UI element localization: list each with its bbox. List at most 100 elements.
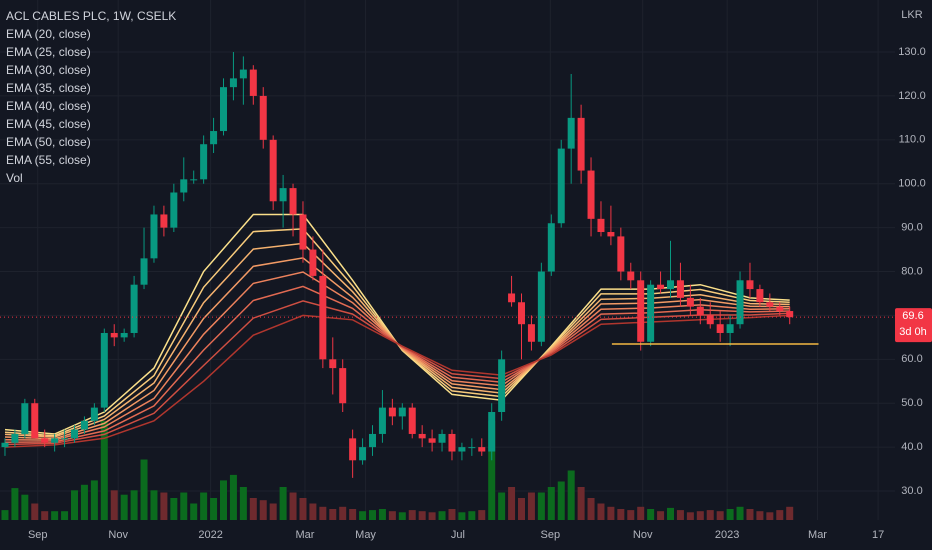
candle-body	[229, 78, 237, 88]
legend-entry: Vol	[6, 171, 23, 185]
candle-body	[637, 280, 645, 342]
y-tick-label: 90.0	[901, 222, 922, 234]
candle-body	[766, 302, 774, 307]
volume-bar	[349, 509, 357, 520]
volume-bar	[428, 512, 436, 520]
ema-line	[4, 314, 790, 448]
candle-body	[736, 280, 744, 325]
candle-body	[597, 218, 605, 233]
candle-body	[130, 284, 138, 333]
y-tick-label: 80.0	[901, 265, 922, 277]
volume-bar	[21, 494, 29, 520]
volume-bar	[448, 509, 456, 520]
volume-bar	[398, 512, 406, 520]
volume-bar	[577, 487, 585, 520]
candle-body	[249, 69, 257, 96]
candle-body	[160, 214, 168, 228]
y-tick-label: 60.0	[901, 353, 922, 365]
y-tick-label: 120.0	[898, 90, 926, 102]
candle-body	[110, 332, 118, 338]
candle-body	[438, 433, 446, 443]
legend-entry: EMA (35, close)	[6, 81, 91, 95]
legend-entry: EMA (20, close)	[6, 27, 91, 41]
x-tick-label: 17	[872, 529, 884, 541]
volume-bar	[90, 480, 98, 520]
volume-bar	[249, 498, 257, 520]
volume-bar	[617, 509, 625, 520]
volume-bar	[259, 500, 267, 520]
volume-bar	[299, 498, 307, 520]
volume-bar	[557, 481, 565, 520]
legend-entry: EMA (45, close)	[6, 117, 91, 131]
volume-bar	[627, 510, 635, 520]
volume-bar	[547, 487, 555, 520]
volume-bar	[637, 506, 645, 520]
candle-body	[21, 403, 29, 434]
volume-bar	[647, 509, 655, 520]
candle-body	[170, 192, 178, 228]
candle-body	[289, 188, 297, 215]
overlay-layer	[0, 316, 895, 345]
countdown-label: 3d 0h	[899, 326, 927, 338]
volume-bar	[180, 492, 188, 520]
candle-body	[577, 117, 585, 171]
volume-bar	[537, 492, 545, 520]
volume-bar	[786, 506, 794, 520]
volume-bar	[478, 510, 486, 520]
candle-body	[31, 403, 39, 439]
candle-body	[210, 131, 218, 145]
candle-body	[388, 407, 396, 417]
candle-body	[398, 407, 406, 417]
candle-body	[269, 139, 277, 202]
candle-body	[418, 433, 426, 439]
last-price-box	[895, 308, 932, 343]
volume-bar	[567, 470, 575, 520]
candle-body	[369, 433, 377, 448]
volume-bar	[418, 511, 426, 520]
volume-bar	[339, 506, 347, 520]
volume-bar	[220, 480, 228, 520]
candle-body	[617, 236, 625, 272]
volume-bar	[696, 511, 704, 520]
volume-bar	[31, 503, 39, 520]
candle-body	[786, 311, 794, 318]
volume-bar	[319, 506, 327, 520]
candle-body	[319, 275, 327, 360]
candle-body	[51, 438, 59, 443]
volume-bar	[716, 511, 724, 520]
legend-entry: EMA (50, close)	[6, 135, 91, 149]
candle-body	[676, 280, 684, 298]
candle-body	[279, 188, 287, 202]
volume-bar	[130, 490, 138, 520]
candle-body	[657, 284, 665, 290]
candle-body	[527, 324, 535, 342]
volume-bar	[776, 510, 784, 520]
volume-bar	[269, 503, 277, 520]
candle-layer	[1, 52, 794, 478]
candle-body	[716, 324, 724, 333]
volume-bar	[766, 512, 774, 520]
volume-bar	[140, 459, 148, 520]
volume-bar	[706, 510, 714, 520]
candle-body	[90, 407, 98, 421]
volume-bar	[51, 511, 59, 520]
x-tick-label: 2022	[198, 529, 222, 541]
volume-bar	[289, 492, 297, 520]
volume-bar	[468, 511, 476, 520]
candle-body	[686, 297, 694, 307]
x-tick-label: Sep	[28, 529, 48, 541]
volume-bar	[11, 488, 19, 520]
volume-bar	[120, 494, 128, 520]
volume-bar	[438, 511, 446, 520]
candle-body	[468, 447, 476, 449]
volume-bar	[518, 498, 526, 520]
x-tick-label: May	[355, 529, 376, 541]
volume-bar	[369, 510, 377, 520]
volume-bar	[657, 511, 665, 520]
candle-body	[746, 280, 754, 290]
candle-body	[339, 368, 347, 404]
ema-line	[4, 285, 790, 444]
volume-bar	[726, 509, 734, 520]
